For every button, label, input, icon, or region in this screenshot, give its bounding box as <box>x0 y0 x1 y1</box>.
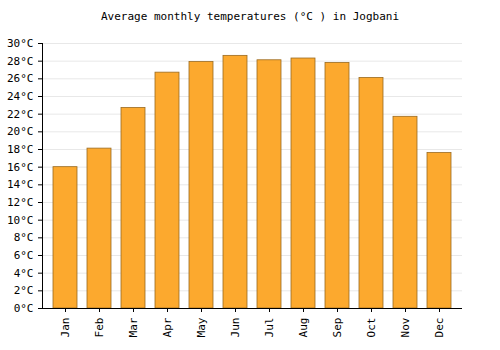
svg-text:6°C: 6°C <box>14 249 34 262</box>
svg-text:28°C: 28°C <box>7 55 34 68</box>
svg-text:May: May <box>195 317 208 337</box>
svg-text:Aug: Aug <box>297 318 310 338</box>
svg-text:0°C: 0°C <box>14 302 34 315</box>
svg-text:4°C: 4°C <box>14 267 34 280</box>
svg-text:30°C: 30°C <box>7 37 34 50</box>
svg-text:10°C: 10°C <box>7 214 34 227</box>
svg-text:12°C: 12°C <box>7 196 34 209</box>
svg-text:Jan: Jan <box>59 318 72 338</box>
svg-text:Nov: Nov <box>399 317 412 337</box>
svg-text:Jun: Jun <box>229 318 242 338</box>
svg-text:Mar: Mar <box>127 317 140 337</box>
svg-text:18°C: 18°C <box>7 143 34 156</box>
svg-text:Jul: Jul <box>263 318 276 338</box>
svg-text:14°C: 14°C <box>7 178 34 191</box>
svg-text:Dec: Dec <box>433 318 446 338</box>
svg-text:8°C: 8°C <box>14 231 34 244</box>
svg-text:20°C: 20°C <box>7 125 34 138</box>
html-text:Average monthly temperatures (: Average monthly temperatures (°C ) in Jo… <box>101 10 399 23</box>
svg-text:Sep: Sep <box>331 318 344 338</box>
svg-text:2°C: 2°C <box>14 284 34 297</box>
svg-text:22°C: 22°C <box>7 108 34 121</box>
svg-text:Oct: Oct <box>365 318 378 338</box>
svg-text:Apr: Apr <box>161 317 174 337</box>
svg-text:16°C: 16°C <box>7 161 34 174</box>
svg-text:24°C: 24°C <box>7 90 34 103</box>
svg-text:Feb: Feb <box>93 318 106 338</box>
svg-text:26°C: 26°C <box>7 72 34 85</box>
